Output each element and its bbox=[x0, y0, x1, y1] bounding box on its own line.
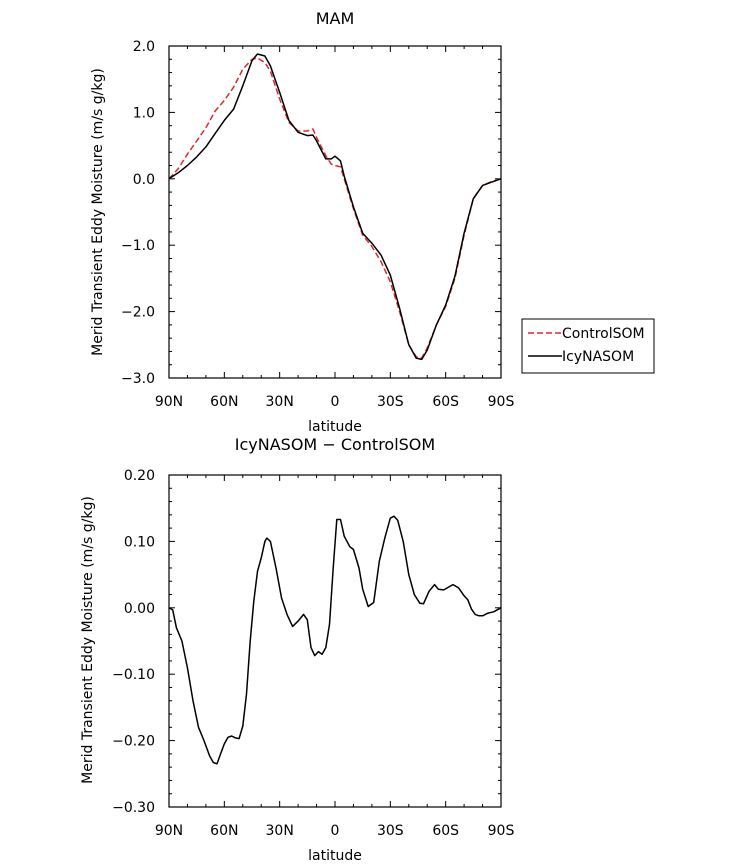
y-tick-label: 0.10 bbox=[124, 534, 155, 550]
series-layer bbox=[168, 53, 502, 361]
y-tick-label: −3.0 bbox=[121, 371, 155, 387]
y-tick-label: 0.00 bbox=[124, 601, 155, 617]
plot-frame bbox=[168, 45, 502, 379]
x-axis-label: latitude bbox=[308, 419, 362, 435]
x-tick-label: 0 bbox=[331, 394, 340, 410]
y-tick-label: −1.0 bbox=[121, 238, 155, 254]
chart-title: MAM bbox=[316, 9, 355, 28]
series-line-controlsom bbox=[168, 57, 502, 359]
y-tick-label: −0.10 bbox=[112, 667, 155, 683]
y-tick-label: −2.0 bbox=[121, 305, 155, 321]
y-tick-labels: 0.20 0.10 0.00 −0.10 −0.20 −0.30 bbox=[112, 468, 155, 816]
x-tick-label: 60S bbox=[432, 823, 459, 839]
x-tick-label: 30S bbox=[377, 823, 404, 839]
legend: ControlSOM IcyNASOM bbox=[521, 318, 655, 374]
x-tick-label: 0 bbox=[331, 823, 340, 839]
y-axis-label: Merid Transient Eddy Moisture (m/s g/kg) bbox=[80, 496, 96, 784]
x-tick-label: 30N bbox=[266, 394, 294, 410]
x-tick-label: 90S bbox=[488, 823, 515, 839]
x-tick-label: 30S bbox=[377, 394, 404, 410]
y-tick-label: −0.20 bbox=[112, 734, 155, 750]
y-tick-label: 1.0 bbox=[133, 105, 155, 121]
y-tick-label: 0.20 bbox=[124, 468, 155, 484]
x-tick-label: 60N bbox=[210, 823, 238, 839]
y-tick-labels: 2.0 1.0 0.0 −1.0 −2.0 −3.0 bbox=[121, 39, 155, 387]
series-line-icynasom bbox=[168, 53, 502, 361]
x-tick-label: 90S bbox=[488, 394, 515, 410]
y-axis-label: Merid Transient Eddy Moisture (m/s g/kg) bbox=[90, 68, 106, 356]
y-tick-label: 0.0 bbox=[133, 172, 155, 188]
y-tick-label: 2.0 bbox=[133, 39, 155, 55]
x-axis-label: latitude bbox=[308, 848, 362, 864]
y-tick-label: −0.30 bbox=[112, 800, 155, 816]
x-ticks bbox=[168, 46, 502, 378]
x-tick-label: 60S bbox=[432, 394, 459, 410]
x-tick-labels: 90N 60N 30N 0 30S 60S 90S bbox=[155, 394, 515, 410]
y-ticks bbox=[169, 474, 501, 808]
chart-panel-mam: MAM Merid Transient Eddy Moisture (m/s g… bbox=[90, 9, 655, 435]
series-line-difference bbox=[168, 515, 502, 765]
x-tick-label: 90N bbox=[155, 394, 183, 410]
y-ticks bbox=[169, 45, 501, 379]
legend-label-controlsom: ControlSOM bbox=[562, 326, 645, 342]
series-layer bbox=[168, 515, 502, 765]
plot-frame bbox=[168, 474, 502, 808]
x-tick-label: 60N bbox=[210, 394, 238, 410]
x-tick-label: 30N bbox=[266, 823, 294, 839]
x-tick-labels: 90N 60N 30N 0 30S 60S 90S bbox=[155, 823, 515, 839]
chart-title: IcyNASOM − ControlSOM bbox=[235, 435, 435, 454]
legend-label-icynasom: IcyNASOM bbox=[562, 349, 634, 365]
legend-box bbox=[521, 318, 655, 374]
chart-panel-difference: IcyNASOM − ControlSOM Merid Transient Ed… bbox=[80, 435, 514, 864]
x-tick-label: 90N bbox=[155, 823, 183, 839]
